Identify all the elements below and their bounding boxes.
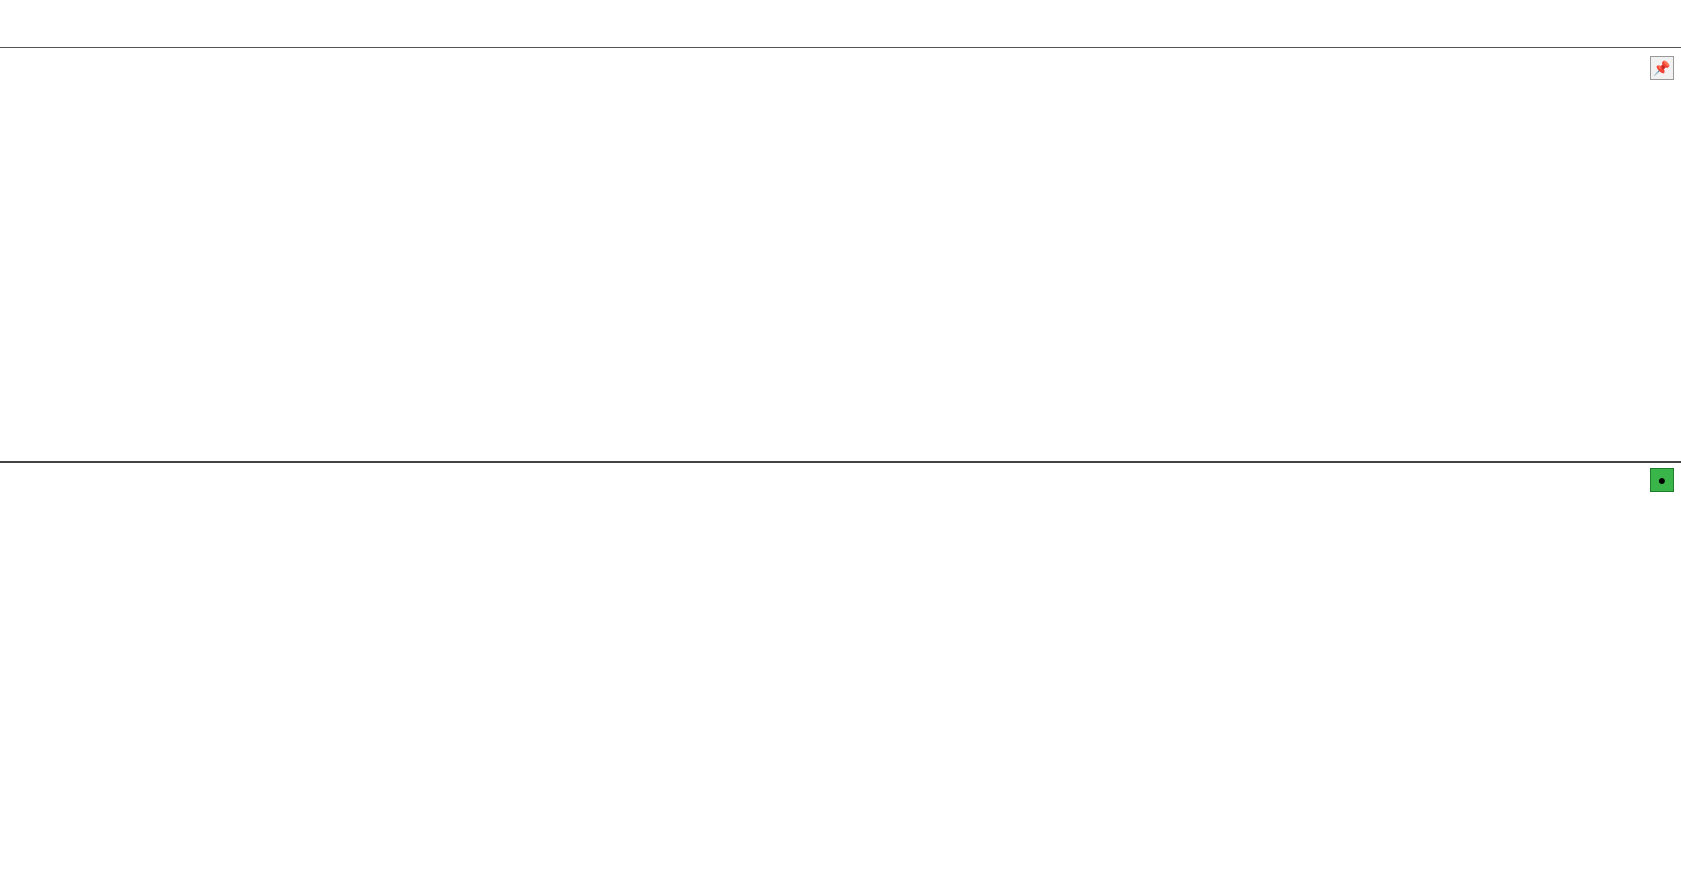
chromatogram-panel[interactable]: 📌 [0,48,1681,463]
spectrum-chart[interactable] [0,464,1681,872]
globe-icon: ● [1657,472,1667,488]
title-bar [0,0,1681,48]
spectrum-panel[interactable]: ● [0,464,1681,872]
pin-icon: 📌 [1653,59,1671,76]
spectrum-status-button[interactable]: ● [1650,468,1674,492]
chromatogram-chart[interactable] [0,48,1681,461]
pin-button[interactable]: 📌 [1650,56,1674,80]
